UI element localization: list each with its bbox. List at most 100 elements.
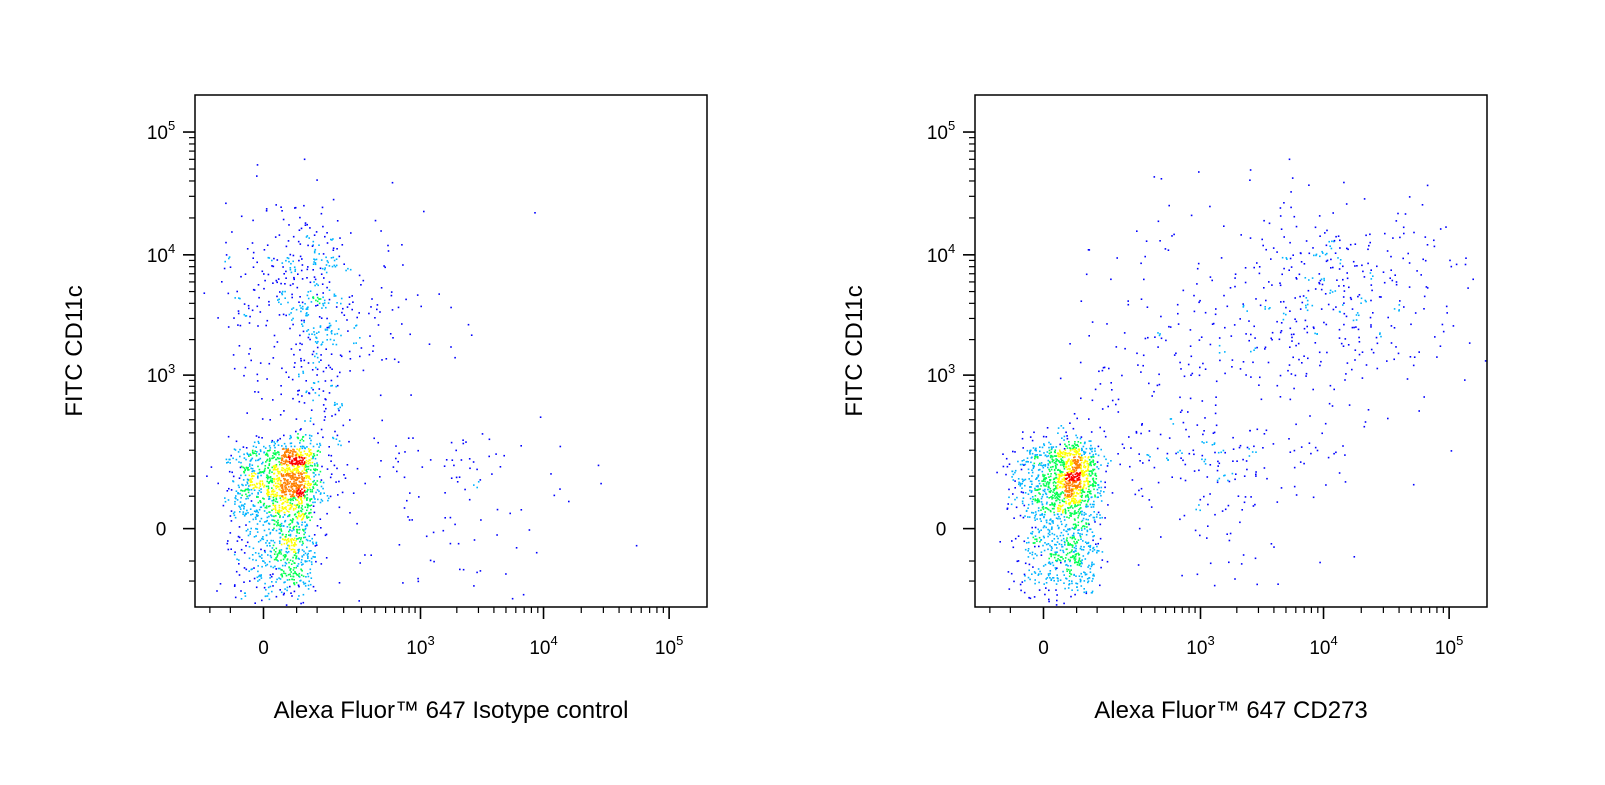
- y-axis-title: FITC CD11c: [841, 285, 868, 417]
- event-dot: [300, 495, 302, 498]
- event-dot: [299, 255, 302, 258]
- event-dot: [1358, 336, 1360, 339]
- event-dot: [1314, 226, 1317, 229]
- event-dot: [1058, 559, 1061, 561]
- event-dot: [1042, 565, 1045, 567]
- event-dot: [308, 333, 310, 336]
- event-dot: [1253, 349, 1255, 351]
- event-dot: [324, 235, 326, 238]
- event-dot: [1218, 352, 1221, 354]
- event-dot: [300, 472, 302, 474]
- event-dot: [1141, 424, 1143, 426]
- event-dot: [281, 475, 283, 478]
- event-dot: [1066, 435, 1068, 437]
- event-dot: [1090, 492, 1092, 495]
- event-dot: [1036, 454, 1039, 456]
- event-dot: [1045, 493, 1048, 496]
- event-dot: [320, 527, 322, 529]
- event-dot: [298, 259, 300, 262]
- event-dot: [1177, 451, 1179, 454]
- event-dot: [288, 460, 291, 463]
- event-dot: [307, 484, 309, 487]
- event-dot: [1040, 520, 1042, 522]
- event-dot: [1224, 474, 1226, 477]
- event-dot: [1065, 523, 1068, 526]
- event-dot: [1034, 495, 1037, 497]
- event-dot: [313, 468, 315, 471]
- event-dot: [272, 399, 274, 401]
- event-dot: [1027, 550, 1029, 552]
- event-dot: [246, 453, 249, 456]
- event-dot: [1069, 559, 1071, 562]
- event-dot: [293, 449, 295, 451]
- event-dot: [1077, 448, 1080, 451]
- event-dot: [206, 475, 208, 477]
- event-dot: [1313, 254, 1315, 257]
- event-dot: [280, 509, 283, 512]
- event-dot: [1325, 484, 1327, 486]
- event-dot: [287, 454, 290, 456]
- event-dot: [289, 504, 291, 507]
- event-dot: [307, 480, 309, 483]
- event-dot: [281, 486, 284, 488]
- event-dot: [1097, 484, 1099, 486]
- event-dot: [449, 542, 452, 545]
- event-dot: [1048, 531, 1051, 533]
- event-dot: [1263, 433, 1266, 435]
- event-dot: [1031, 456, 1033, 459]
- event-dot: [1060, 459, 1063, 461]
- event-dot: [1318, 281, 1320, 284]
- event-dot: [243, 581, 245, 583]
- event-dot: [283, 434, 285, 437]
- event-dot: [1074, 560, 1076, 562]
- event-dot: [280, 568, 282, 571]
- event-dot: [1070, 490, 1073, 493]
- event-dot: [284, 451, 286, 454]
- event-dot: [262, 472, 265, 474]
- event-dot: [272, 491, 275, 493]
- event-dot: [1157, 481, 1160, 484]
- event-dot: [269, 449, 271, 451]
- event-dot: [289, 462, 291, 464]
- event-dot: [1053, 481, 1056, 483]
- event-dot: [252, 266, 255, 268]
- y-tick-label: 105: [147, 118, 175, 144]
- event-dot: [1062, 485, 1065, 487]
- event-dot: [1094, 484, 1097, 487]
- event-dot: [1076, 479, 1078, 482]
- event-dot: [249, 347, 251, 350]
- event-dot: [297, 510, 300, 513]
- event-dot: [292, 474, 294, 476]
- event-dot: [298, 548, 300, 551]
- event-dot: [1255, 451, 1257, 453]
- event-dot: [235, 490, 238, 492]
- event-dot: [322, 292, 324, 294]
- event-dot: [263, 451, 266, 453]
- event-dot: [291, 460, 293, 463]
- event-dot: [284, 554, 286, 556]
- event-dot: [1050, 468, 1053, 471]
- event-dot: [460, 459, 463, 461]
- event-dot: [1071, 488, 1073, 490]
- event-dot: [306, 517, 308, 519]
- event-dot: [309, 338, 311, 341]
- event-dot: [1050, 555, 1052, 558]
- event-dot: [291, 542, 293, 544]
- event-dot: [250, 479, 252, 481]
- event-dot: [1059, 452, 1062, 454]
- event-dot: [338, 506, 341, 509]
- event-dot: [1387, 417, 1389, 420]
- event-dot: [252, 487, 254, 490]
- event-dot: [402, 582, 404, 584]
- event-dot: [1173, 233, 1175, 236]
- event-dot: [222, 504, 225, 507]
- event-dot: [1117, 453, 1119, 455]
- event-dot: [292, 451, 294, 453]
- event-dot: [323, 492, 325, 494]
- event-dot: [1048, 600, 1050, 603]
- event-dot: [334, 265, 337, 268]
- event-dot: [1012, 479, 1015, 481]
- event-dot: [1324, 232, 1326, 234]
- event-dot: [304, 472, 307, 474]
- event-dot: [282, 593, 285, 596]
